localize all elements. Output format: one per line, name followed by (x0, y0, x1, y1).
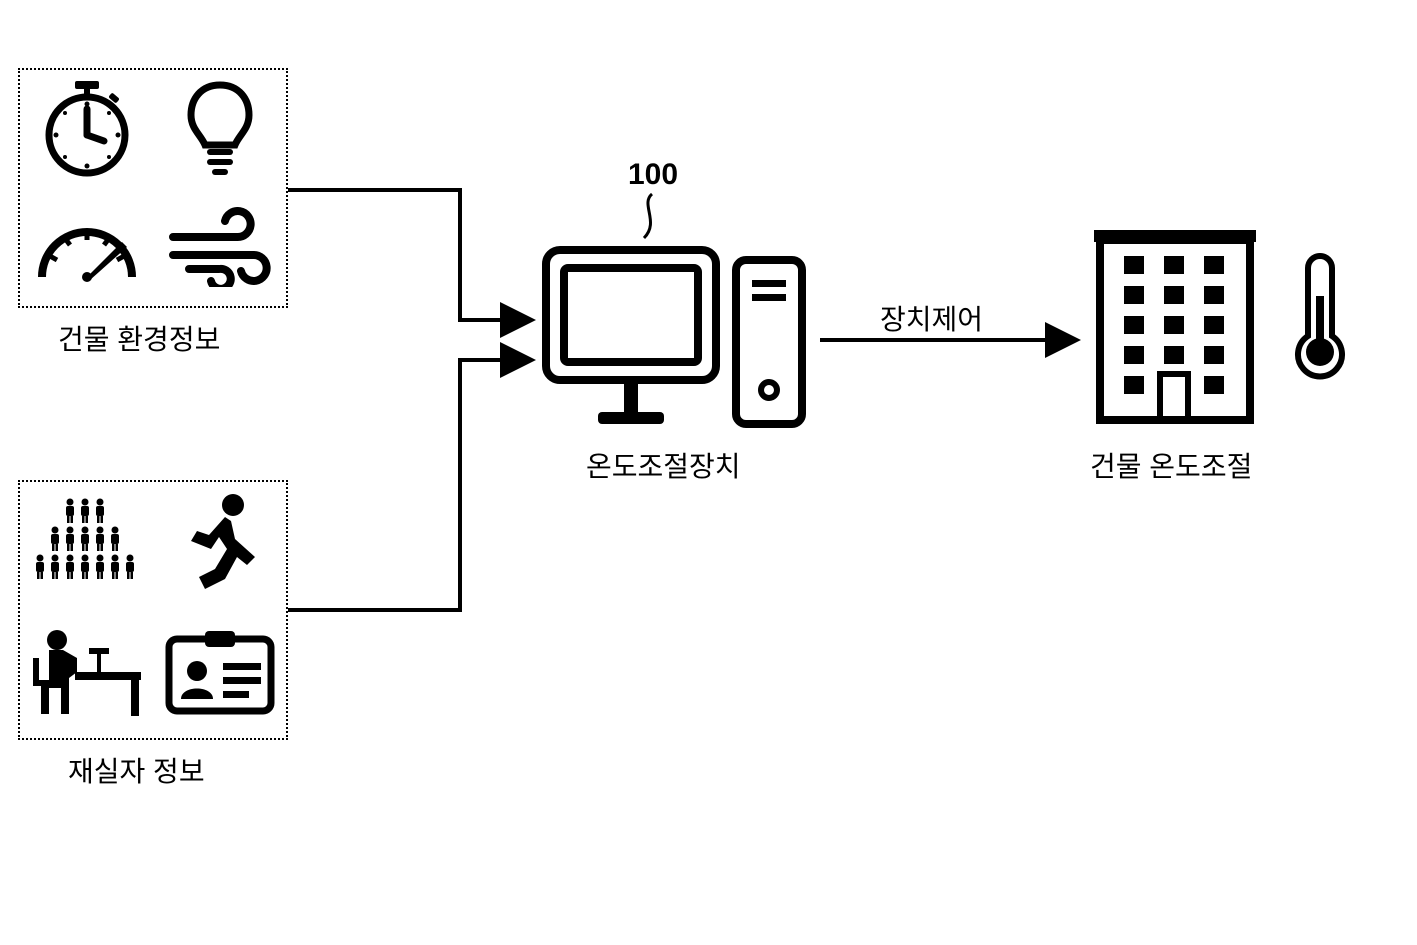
edges-overlay (0, 0, 1417, 945)
control-edge-label: 장치제어 (880, 298, 983, 338)
edge-occ-to-center (288, 360, 530, 610)
edge-env-to-center (288, 190, 530, 320)
